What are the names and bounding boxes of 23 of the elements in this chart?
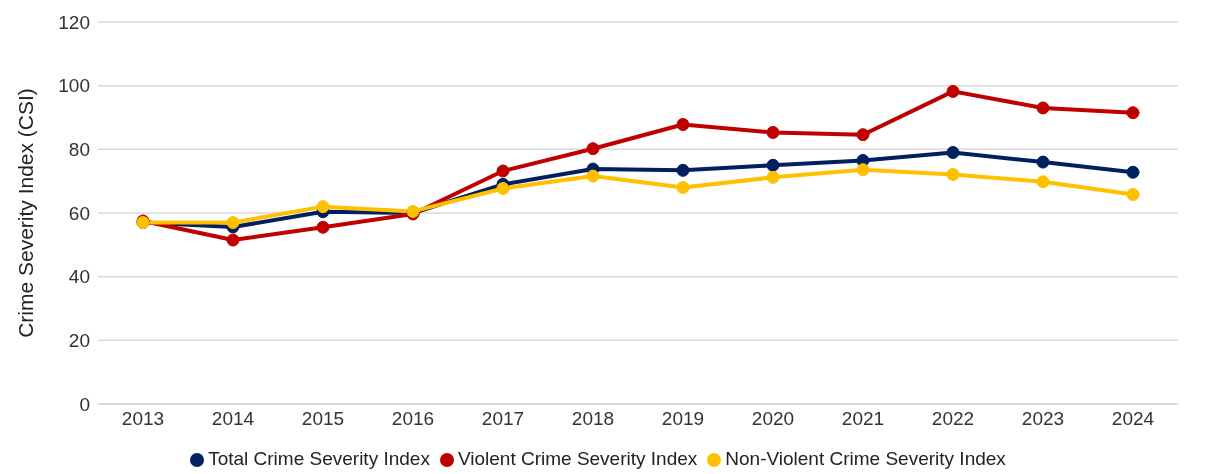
y-tick-label: 40 — [68, 266, 90, 288]
x-tick-label: 2017 — [481, 408, 525, 430]
x-tick-label: 2018 — [571, 408, 615, 430]
y-tick-label: 60 — [68, 202, 90, 224]
x-tick-label: 2016 — [391, 408, 435, 430]
legend-label: Non-Violent Crime Severity Index — [725, 448, 1006, 469]
y-tick-label: 120 — [58, 11, 90, 33]
legend-label: Violent Crime Severity Index — [457, 448, 698, 469]
x-tick-label: 2019 — [661, 408, 705, 430]
x-tick-label: 2021 — [841, 408, 885, 430]
y-tick-label: 100 — [58, 75, 90, 97]
x-tick-label: 2024 — [1111, 408, 1155, 430]
y-tick-label: 20 — [68, 330, 90, 352]
x-tick-label: 2015 — [301, 408, 345, 430]
x-tick-label: 2023 — [1021, 408, 1065, 430]
y-axis-title: Crime Severity Index (CSI) — [14, 88, 38, 338]
x-tick-label: 2022 — [931, 408, 975, 430]
y-tick-label: 0 — [79, 393, 90, 415]
x-tick-label: 2020 — [751, 408, 795, 430]
x-tick-label: 2013 — [121, 408, 165, 430]
x-tick-label: 2014 — [211, 408, 255, 430]
y-tick-label: 80 — [68, 139, 90, 161]
legend-label: Total Crime Severity Index — [208, 448, 430, 469]
